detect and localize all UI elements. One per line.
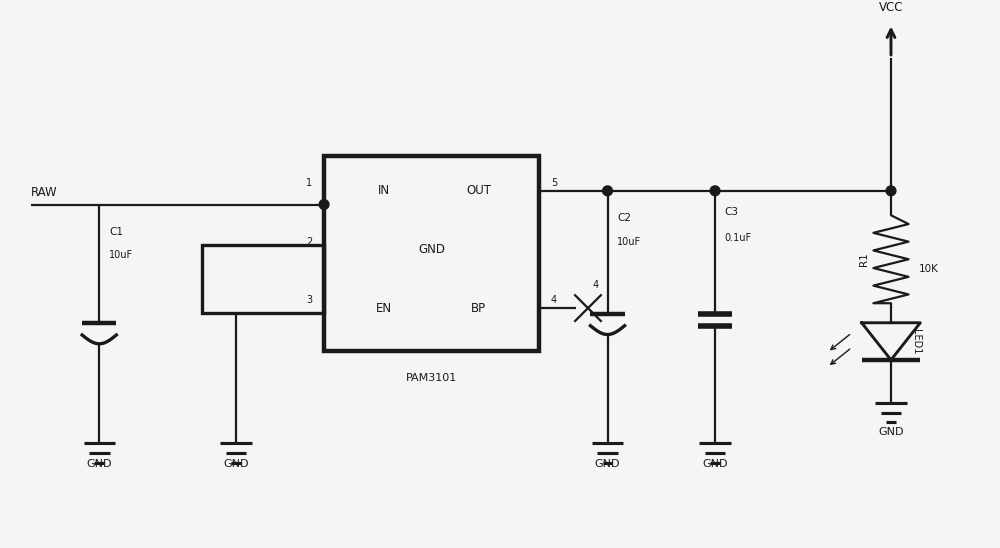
Text: EN: EN (376, 301, 392, 315)
Text: RAW: RAW (31, 186, 57, 198)
Circle shape (710, 186, 720, 196)
Text: 4: 4 (593, 279, 599, 289)
Circle shape (603, 186, 612, 196)
Text: VCC: VCC (879, 1, 903, 14)
Circle shape (319, 199, 329, 209)
Text: GND: GND (86, 459, 112, 469)
Text: GND: GND (223, 459, 249, 469)
Bar (324, 156, 539, 351)
Text: 2: 2 (306, 237, 312, 247)
Text: BP: BP (471, 301, 486, 315)
Text: PAM3101: PAM3101 (406, 374, 457, 384)
Text: GND: GND (595, 459, 620, 469)
Text: 0.1uF: 0.1uF (725, 233, 752, 243)
Text: C1: C1 (109, 227, 123, 237)
Text: C2: C2 (617, 213, 631, 223)
Bar (202, 244, 324, 313)
Text: 4: 4 (551, 295, 557, 305)
Text: 1: 1 (306, 178, 312, 188)
Text: GND: GND (878, 427, 904, 437)
Text: 10uF: 10uF (617, 237, 641, 247)
Text: 10uF: 10uF (109, 250, 133, 260)
Text: LED1: LED1 (911, 329, 921, 354)
Text: GND: GND (702, 459, 728, 469)
Text: GND: GND (418, 243, 445, 256)
Text: OUT: OUT (466, 184, 491, 197)
Text: 3: 3 (306, 295, 312, 305)
Text: IN: IN (378, 184, 390, 197)
Circle shape (886, 186, 896, 196)
Text: R1: R1 (859, 253, 869, 266)
Text: C3: C3 (725, 207, 739, 218)
Text: 5: 5 (551, 178, 557, 188)
Text: 10K: 10K (918, 264, 938, 274)
